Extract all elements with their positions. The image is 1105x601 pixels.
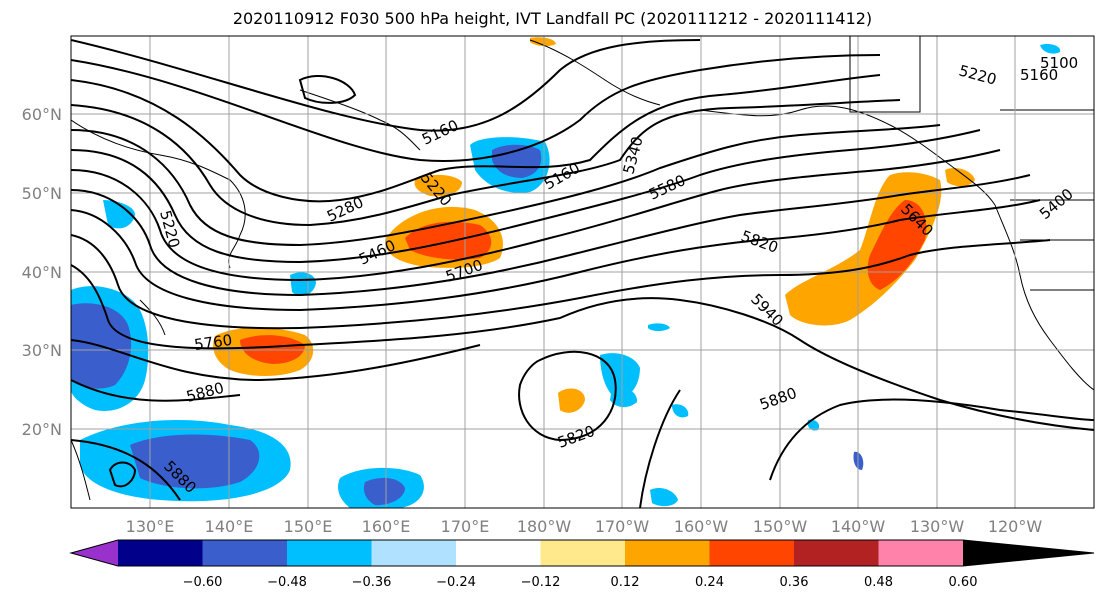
colorbar-tick-label: 0.48	[864, 575, 893, 590]
colorbar-bin	[625, 540, 710, 566]
colorbar-bin	[287, 540, 372, 566]
colorbar-extend-low	[71, 540, 118, 566]
contour-label: 5220	[957, 61, 999, 88]
lon-label: 140°W	[831, 517, 886, 536]
lon-label: 160°E	[362, 517, 411, 536]
contour-label: 5100	[1040, 54, 1078, 72]
colorbar-bin	[878, 540, 963, 566]
colorbar-tick-label: 0.36	[780, 575, 809, 590]
contour-label: 5760	[193, 331, 233, 354]
contour-label: 5880	[757, 384, 799, 414]
ivt-shading	[71, 37, 1061, 508]
lon-label: 180°W	[517, 517, 572, 536]
colorbar-tick-label: −0.24	[436, 575, 476, 590]
colorbar-tick-label: 0.12	[611, 575, 640, 590]
colorbar-tick-label: −0.48	[267, 575, 307, 590]
height-contours	[71, 39, 1094, 508]
colorbar-extend-high	[963, 540, 1094, 566]
contour-label: 5340	[619, 134, 646, 176]
colorbar-bin	[709, 540, 794, 566]
lon-label: 160°W	[674, 517, 729, 536]
lat-label: 40°N	[22, 263, 62, 282]
lat-label: 60°N	[22, 105, 62, 124]
lon-label: 170°W	[595, 517, 650, 536]
colorbar-bin	[456, 540, 541, 566]
lon-label: 150°W	[753, 517, 808, 536]
colorbar-bin	[540, 540, 625, 566]
lat-label: 50°N	[22, 184, 62, 203]
contour-label: 5880	[184, 379, 226, 406]
colorbar-bin	[371, 540, 456, 566]
lon-label: 120°W	[988, 517, 1043, 536]
colorbar-tick-label: −0.12	[521, 575, 561, 590]
colorbar-tick-label: −0.60	[183, 575, 223, 590]
lon-label: 150°E	[284, 517, 333, 536]
gridlines	[71, 36, 1094, 508]
lat-label: 30°N	[22, 341, 62, 360]
colorbar-outline	[69, 539, 1095, 567]
contour-label: 5160	[1020, 66, 1058, 84]
colorbar: −0.60 −0.48 −0.36 −0.24 −0.12 0.12 0.24 …	[69, 539, 1095, 590]
colorbar-tick-label: −0.36	[352, 575, 392, 590]
lon-label: 130°E	[126, 517, 175, 536]
latitude-labels: 60°N 50°N 40°N 30°N 20°N	[22, 105, 62, 439]
colorbar-bin	[202, 540, 287, 566]
map-frame	[70, 35, 1095, 509]
contour-label: 5160	[419, 116, 461, 148]
contour-label: 5400	[1036, 185, 1077, 223]
lon-label: 170°E	[441, 517, 490, 536]
colorbar-tick-label: 0.60	[949, 575, 978, 590]
contour-label: 5820	[555, 422, 597, 452]
contour-label: 5820	[739, 227, 781, 257]
lon-label: 130°W	[910, 517, 965, 536]
colorbar-ticks: −0.60 −0.48 −0.36 −0.24 −0.12 0.12 0.24 …	[183, 575, 978, 590]
map-title: 2020110912 F030 500 hPa height, IVT Land…	[232, 9, 873, 28]
lat-label: 20°N	[22, 420, 62, 439]
lon-label: 140°E	[205, 517, 254, 536]
colorbar-bin	[794, 540, 879, 566]
colorbar-tick-label: 0.24	[695, 575, 724, 590]
contour-label: 5580	[646, 171, 688, 203]
colorbar-bin	[118, 540, 203, 566]
contour-label: 5460	[356, 236, 398, 268]
coastlines	[71, 36, 1094, 501]
longitude-labels: 130°E 140°E 150°E 160°E 170°E 180°W 170°…	[126, 517, 1043, 536]
